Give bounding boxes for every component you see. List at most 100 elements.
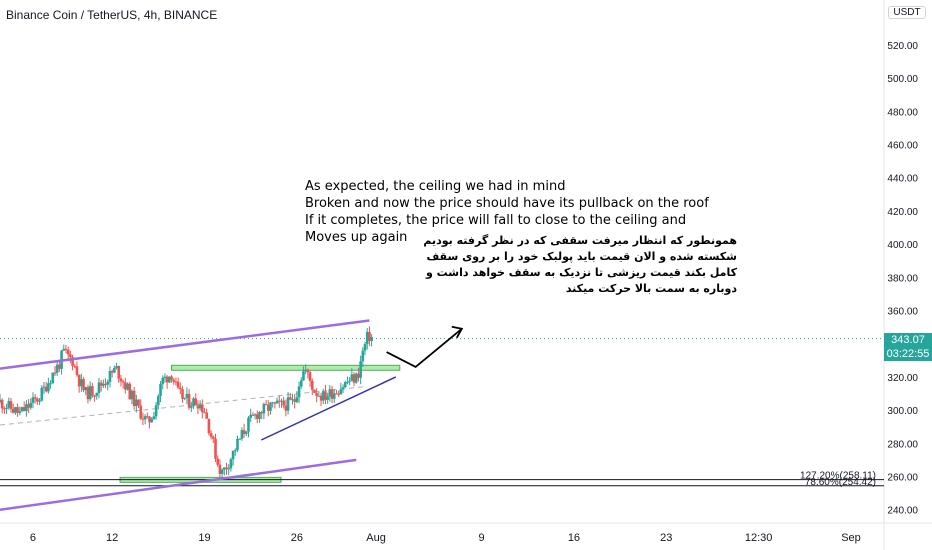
candle-body: [38, 400, 41, 402]
candle-body: [214, 438, 217, 459]
candle-body: [201, 404, 204, 413]
candle-body: [176, 381, 180, 388]
annotation-line: کامل بکند قیمت ریزشی تا نزدیک به سقف خوا…: [426, 266, 737, 279]
candle-body: [139, 405, 143, 419]
candle-body: [95, 392, 99, 396]
candle-body: [328, 389, 332, 397]
rising-trendline: [260, 376, 397, 441]
candle-body: [115, 366, 118, 368]
candle-body: [313, 389, 316, 393]
candle-body: [304, 369, 307, 372]
candle-body: [126, 383, 129, 390]
candle-body: [238, 438, 241, 440]
candle-body: [102, 383, 105, 386]
candle-body: [0, 399, 4, 409]
candle-body: [297, 386, 301, 398]
candle-body: [58, 364, 61, 369]
current-price-label: 343.07: [884, 333, 932, 347]
candle-body: [244, 431, 248, 434]
candle-body: [128, 383, 132, 400]
time-tick-label: 12:30: [745, 532, 773, 544]
candle-body: [44, 386, 48, 392]
candle-body: [216, 458, 220, 465]
candle-body: [143, 416, 147, 420]
candle-body: [275, 400, 279, 404]
candle-body: [161, 377, 165, 384]
time-tick-label: Aug: [366, 532, 386, 544]
candle-body: [75, 366, 79, 376]
candle-body: [69, 354, 72, 358]
candle-body: [284, 405, 288, 411]
candle-body: [82, 379, 85, 391]
candle-body: [168, 376, 171, 383]
candle-body: [266, 405, 270, 411]
fib-level-label: 78.60%(254.42): [805, 477, 876, 488]
candle-body: [190, 406, 193, 408]
candle-body: [273, 402, 277, 404]
price-tick-label: 500.00: [887, 74, 918, 85]
candle-body: [0, 399, 2, 402]
candle-body: [203, 412, 206, 414]
candle-body: [207, 418, 211, 434]
candle-body: [286, 397, 290, 411]
projection-arrow-head: [451, 325, 464, 339]
annotation-persian: همونطور که انتظار میرفت سقفی که در نظر گ…: [423, 233, 737, 297]
candle-body: [310, 380, 314, 390]
candle-body: [163, 376, 167, 378]
candle-body: [88, 386, 92, 400]
candle-body: [212, 436, 215, 439]
candle-body: [31, 397, 35, 403]
candle-body: [291, 399, 294, 401]
candle-body: [3, 408, 6, 410]
candle-body: [84, 387, 88, 391]
candle-body: [220, 469, 224, 474]
candle-body: [196, 405, 200, 409]
time-tick-label: Sep: [841, 532, 861, 544]
candle-body: [33, 397, 37, 399]
candle-body: [365, 331, 369, 344]
candle-body: [62, 348, 66, 351]
candle-body: [18, 411, 22, 413]
candle-body: [258, 412, 261, 420]
price-tick-label: 440.00: [887, 174, 918, 185]
candle-body: [346, 381, 349, 383]
time-tick-label: 9: [479, 532, 485, 544]
candle-body: [348, 380, 351, 382]
currency-unit[interactable]: USDT: [888, 6, 926, 19]
candle-body: [222, 467, 226, 470]
candle-body: [146, 416, 149, 418]
candle-body: [49, 383, 52, 385]
candle-body: [121, 381, 125, 383]
candle-body: [317, 395, 321, 397]
annotation-line: Moves up again: [305, 230, 408, 245]
candle-body: [330, 389, 334, 399]
candle-body: [135, 399, 138, 407]
candle-body: [80, 379, 83, 387]
candle-body: [264, 404, 268, 406]
candle-body: [141, 418, 145, 420]
countdown-label: 03:22:55: [884, 347, 932, 361]
annotation-line: دوباره به سمت بالا حرکت میکند: [565, 282, 737, 295]
candle-body: [11, 408, 15, 413]
price-tick-label: 420.00: [887, 207, 918, 218]
candle-body: [280, 400, 283, 402]
candle-body: [251, 414, 255, 416]
candle-body: [150, 419, 154, 423]
candle-body: [25, 404, 28, 411]
candle-body: [324, 391, 327, 400]
candle-body: [108, 371, 112, 383]
candle-body: [192, 398, 195, 407]
annotation-line: شکسته شده و الان قیمت باید پولبک خود را …: [426, 250, 737, 263]
price-tick-label: 280.00: [887, 439, 918, 450]
annotation-line: If it completes, the price will fall to …: [305, 213, 687, 228]
candle-body: [7, 400, 11, 408]
lower-channel-line: [0, 458, 357, 511]
candle-body: [293, 399, 296, 402]
candle-body: [157, 396, 160, 406]
candle-body: [321, 391, 325, 401]
candle-body: [335, 393, 338, 395]
candle-body: [181, 389, 184, 399]
price-tick-label: 380.00: [887, 273, 918, 284]
